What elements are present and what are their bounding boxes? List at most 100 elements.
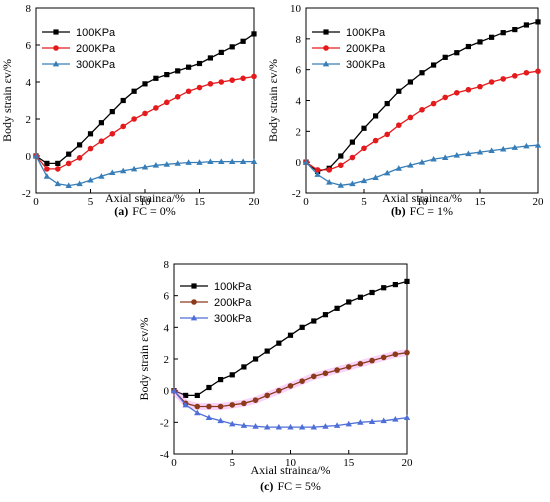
x-tick-label: 5 bbox=[230, 457, 236, 469]
data-point bbox=[380, 417, 387, 424]
legend-marker bbox=[322, 60, 330, 67]
data-point bbox=[333, 422, 341, 428]
data-point bbox=[98, 138, 105, 144]
data-point bbox=[326, 167, 333, 173]
x-tick-label: 10 bbox=[285, 457, 297, 469]
data-point bbox=[384, 169, 391, 176]
data-point bbox=[453, 152, 460, 158]
x-tick-label: 20 bbox=[533, 196, 545, 208]
y-tick-label: 4 bbox=[26, 77, 32, 89]
series-3 bbox=[302, 142, 542, 188]
data-point bbox=[182, 401, 189, 408]
data-point bbox=[130, 165, 138, 172]
data-point bbox=[349, 154, 356, 161]
x-tick-label: 0 bbox=[171, 457, 177, 469]
data-point bbox=[535, 68, 541, 75]
data-point bbox=[442, 54, 448, 60]
data-point bbox=[454, 89, 460, 96]
legend-marker bbox=[190, 314, 198, 321]
data-point bbox=[240, 422, 248, 428]
data-point bbox=[299, 378, 305, 384]
data-point bbox=[196, 159, 203, 165]
data-point bbox=[251, 31, 257, 37]
data-point bbox=[153, 105, 159, 111]
data-point bbox=[346, 299, 352, 305]
data-point bbox=[65, 182, 72, 188]
data-point bbox=[252, 423, 259, 429]
data-point bbox=[152, 162, 160, 168]
data-point bbox=[442, 154, 449, 160]
data-point bbox=[252, 397, 259, 403]
data-point bbox=[310, 423, 317, 430]
data-point bbox=[349, 180, 356, 187]
y-tick-label: 0 bbox=[296, 157, 302, 169]
data-point bbox=[302, 158, 310, 165]
panel-caption: (c) FC = 5% bbox=[260, 479, 321, 493]
data-point bbox=[120, 97, 126, 104]
data-point bbox=[229, 44, 235, 50]
legend-label: 100KPa bbox=[346, 27, 386, 39]
data-point bbox=[218, 79, 225, 85]
data-point bbox=[322, 312, 329, 318]
y-tick-label: 8 bbox=[296, 34, 302, 46]
data-point bbox=[207, 81, 214, 87]
data-point bbox=[512, 73, 518, 79]
data-point bbox=[361, 125, 367, 131]
data-point bbox=[194, 403, 201, 410]
data-point bbox=[454, 50, 460, 56]
data-point bbox=[357, 294, 363, 300]
data-point bbox=[361, 145, 367, 152]
data-point bbox=[419, 70, 425, 76]
data-point bbox=[170, 387, 178, 394]
legend-marker bbox=[52, 60, 60, 67]
data-point bbox=[476, 148, 484, 155]
panel-caption-text: FC = 1% bbox=[410, 204, 453, 218]
y-tick-label: -2 bbox=[22, 188, 31, 200]
legend-label: 300KPa bbox=[346, 59, 386, 71]
data-point bbox=[384, 131, 391, 138]
data-point bbox=[500, 145, 507, 152]
x-axis-label: Axial strainεa/% bbox=[382, 191, 462, 205]
data-point bbox=[523, 22, 529, 28]
data-point bbox=[392, 351, 399, 358]
data-point bbox=[185, 88, 192, 95]
data-point bbox=[240, 38, 246, 44]
data-point bbox=[314, 171, 321, 177]
y-tick-label: 6 bbox=[26, 40, 32, 52]
data-point bbox=[392, 281, 398, 288]
data-point bbox=[384, 100, 390, 107]
y-tick-label: 8 bbox=[26, 3, 32, 15]
data-point bbox=[287, 423, 294, 430]
data-point bbox=[396, 88, 402, 94]
data-point bbox=[511, 144, 518, 150]
y-tick-label: -4 bbox=[160, 449, 170, 461]
data-point bbox=[407, 162, 414, 168]
data-point bbox=[240, 75, 246, 82]
panel-letter: (b) bbox=[391, 204, 406, 218]
data-point bbox=[241, 400, 247, 407]
data-point bbox=[120, 123, 126, 130]
data-point bbox=[131, 88, 137, 94]
series-3 bbox=[170, 387, 411, 430]
data-point bbox=[276, 387, 282, 394]
data-point bbox=[207, 158, 214, 164]
data-point bbox=[141, 163, 149, 170]
data-point bbox=[229, 402, 236, 408]
y-tick-label: 6 bbox=[164, 291, 170, 303]
chart-panel-3: 0 5 10 15 20 -4 -2 0 2 4 6 8 Axial strainεa/% Body st… bbox=[137, 259, 413, 493]
data-point bbox=[337, 182, 344, 188]
data-point bbox=[217, 403, 224, 410]
legend-marker bbox=[53, 29, 59, 35]
data-point bbox=[229, 420, 236, 427]
data-point bbox=[217, 417, 224, 424]
data-point bbox=[404, 349, 410, 356]
data-point bbox=[32, 152, 40, 159]
data-point bbox=[369, 357, 375, 364]
data-point bbox=[381, 285, 387, 291]
data-point bbox=[229, 77, 235, 83]
y-tick-label: 2 bbox=[296, 126, 302, 138]
data-point bbox=[535, 19, 541, 25]
series-1 bbox=[171, 278, 410, 399]
